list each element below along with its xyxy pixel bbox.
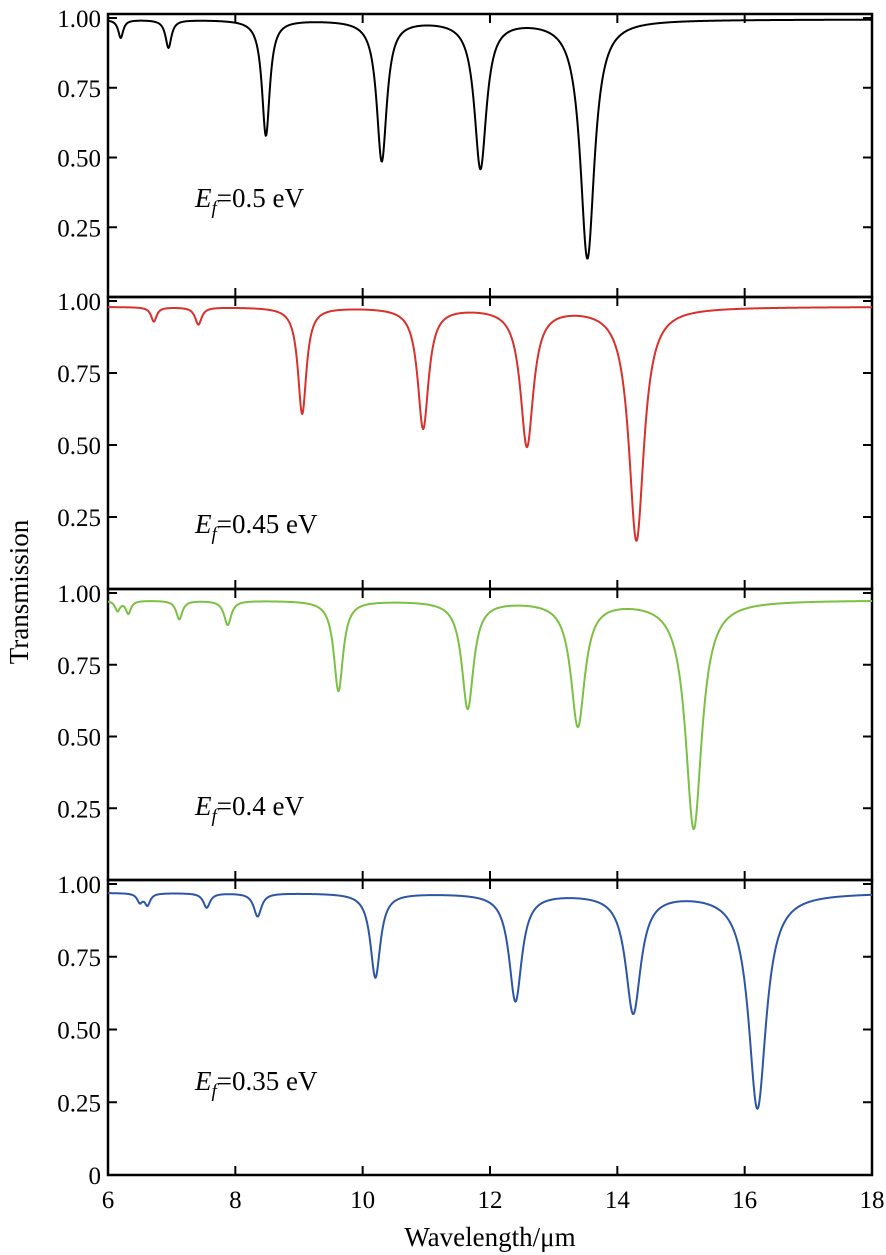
panel-frame <box>106 587 874 882</box>
fermi-energy-symbol: E <box>194 1066 212 1096</box>
y-tick-label: 0.50 <box>57 146 101 173</box>
x-axis-title: Wavelength/μm <box>404 1222 575 1252</box>
series-line <box>107 600 873 831</box>
y-tick-label: 1.00 <box>57 6 101 33</box>
fermi-energy-label: Ef=0.45 eV <box>194 509 318 545</box>
fermi-energy-symbol: E <box>194 183 212 213</box>
series-line <box>107 892 873 1110</box>
y-tick-label: 1.00 <box>57 872 101 899</box>
y-tick-label: 0.25 <box>57 1090 101 1117</box>
fermi-energy-value: =0.45 eV <box>217 509 318 539</box>
fermi-energy-value: =0.5 eV <box>217 183 305 213</box>
y-tick-label: 1.00 <box>57 289 101 316</box>
fermi-energy-symbol: E <box>194 791 212 821</box>
series-line <box>107 18 873 260</box>
panel-frame <box>106 295 874 591</box>
fermi-energy-label: Ef=0.4 eV <box>194 791 304 827</box>
panel-frame <box>106 878 874 1177</box>
fermi-energy-value: =0.35 eV <box>217 1066 318 1096</box>
fermi-energy-value: =0.4 eV <box>217 791 305 821</box>
y-tick-label: 0.75 <box>57 361 101 388</box>
y-tick-label: 0.75 <box>57 945 101 972</box>
x-tick-label: 8 <box>229 1187 242 1214</box>
y-tick-label: 0.25 <box>57 796 101 823</box>
panel-4: 1.00 0.75 0.50 0.25 Ef=0.35 eV <box>57 872 874 1177</box>
y-tick-label: 1.00 <box>57 581 101 608</box>
fermi-energy-subscript: f <box>212 806 220 827</box>
x-tick-label: 14 <box>605 1187 631 1214</box>
x-tick-label: 10 <box>350 1187 375 1214</box>
panel-frame <box>106 12 874 299</box>
panel-3: 1.00 0.75 0.50 0.25 Ef=0.4 eV <box>57 581 874 882</box>
y-tick-label-zero: 0 <box>89 1163 102 1190</box>
fermi-energy-subscript: f <box>212 524 220 545</box>
y-tick-label: 0.50 <box>57 725 101 752</box>
y-tick-label: 0.75 <box>57 653 101 680</box>
x-tick-label: 16 <box>732 1187 757 1214</box>
fermi-energy-label: Ef=0.5 eV <box>194 183 304 219</box>
y-tick-label: 0.75 <box>57 76 101 103</box>
x-tick-label: 12 <box>478 1187 503 1214</box>
fermi-energy-label: Ef=0.35 eV <box>194 1066 318 1102</box>
x-tick-label: 18 <box>860 1187 885 1214</box>
y-tick-label: 0.50 <box>57 433 101 460</box>
fermi-energy-subscript: f <box>212 198 220 219</box>
series-line <box>107 306 873 542</box>
panel-1: 1.00 0.75 0.50 0.25 Ef=0.5 eV <box>57 6 874 299</box>
y-tick-label: 0.25 <box>57 505 101 532</box>
y-tick-label: 0.25 <box>57 215 101 242</box>
x-tick-label: 6 <box>102 1187 115 1214</box>
y-axis-title: Transmission <box>4 519 34 664</box>
fermi-energy-symbol: E <box>194 509 212 539</box>
y-tick-label: 0.50 <box>57 1018 101 1045</box>
fermi-energy-subscript: f <box>212 1081 220 1102</box>
panel-2: 1.00 0.75 0.50 0.25 Ef=0.45 eV <box>57 289 874 591</box>
